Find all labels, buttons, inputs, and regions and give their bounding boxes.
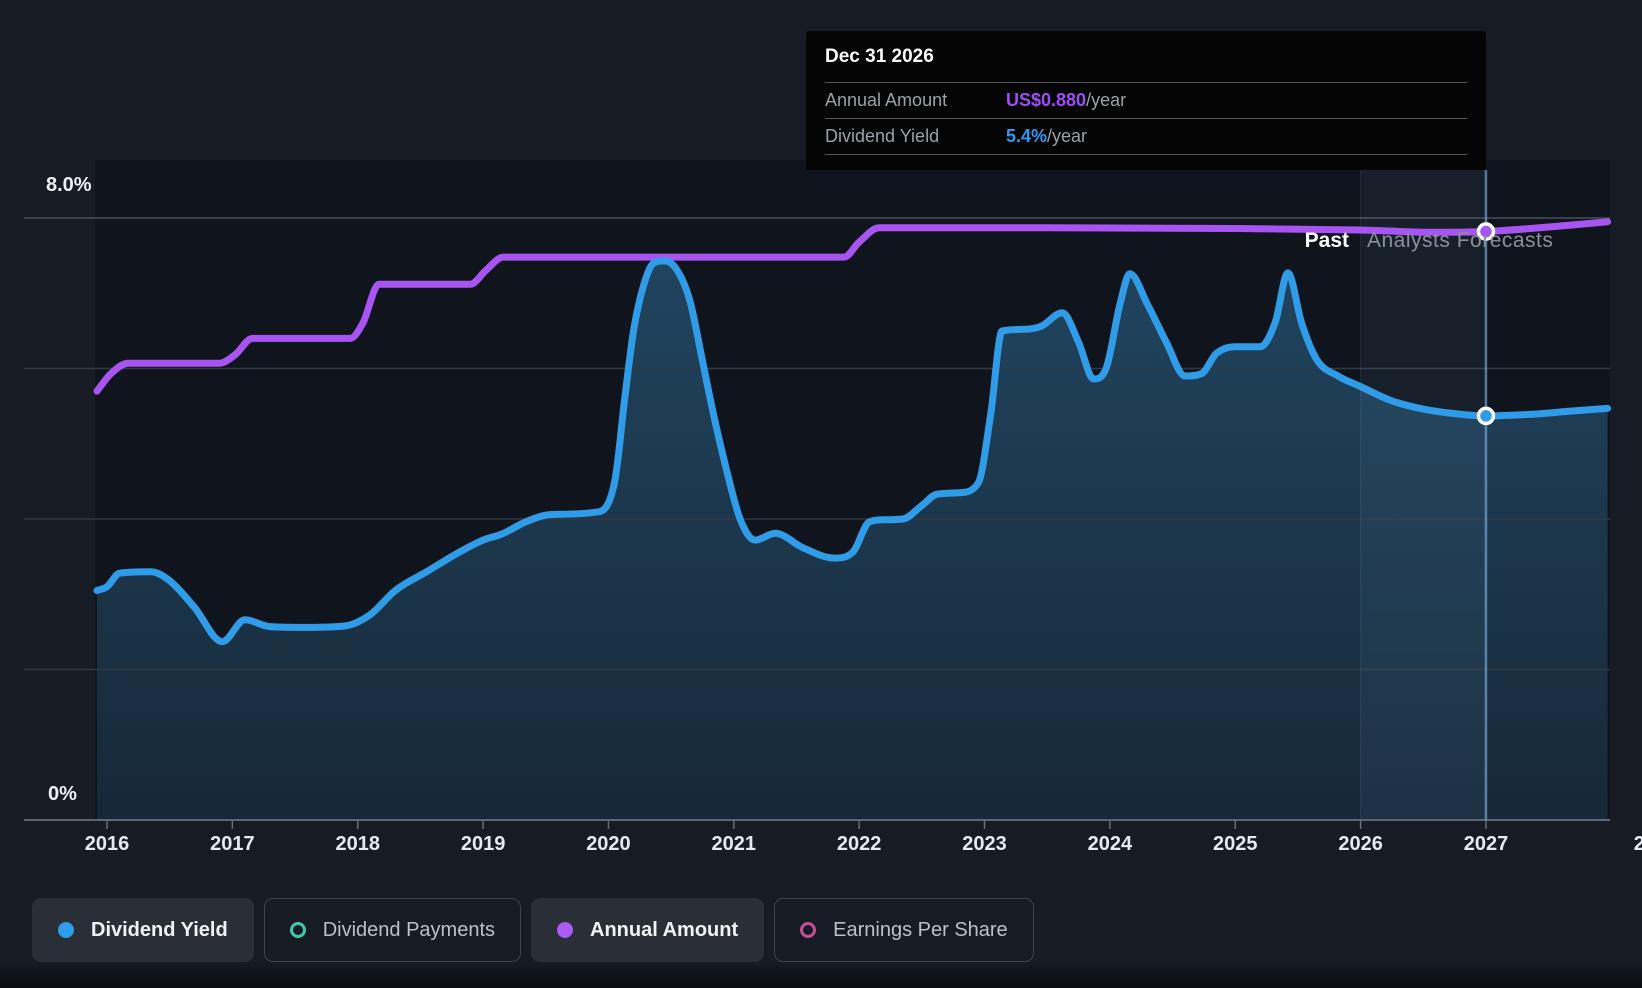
x-axis-ticks bbox=[106, 820, 1487, 829]
tooltip-value: US$0.880 bbox=[1006, 90, 1087, 110]
forecast-highlight-band bbox=[1360, 160, 1486, 820]
annual-amount-line[interactable] bbox=[93, 218, 1612, 395]
tooltip-row-annual-amount: Annual Amount US$0.880 /year bbox=[825, 82, 1467, 118]
annual-amount-marker[interactable] bbox=[1476, 222, 1496, 241]
dividend-yield-marker[interactable] bbox=[1476, 406, 1496, 426]
x-axis-year-label: 2017 bbox=[210, 833, 255, 855]
x-axis-year-label: 2027 bbox=[1464, 833, 1509, 855]
dividend-yield-area bbox=[97, 260, 1608, 820]
annual-amount-dot-icon bbox=[557, 922, 574, 938]
tooltip-date-title: Dec 31 2026 bbox=[825, 45, 934, 67]
legend-button-dividend-yield[interactable]: Dividend Yield bbox=[32, 898, 254, 962]
legend-label: Dividend Yield bbox=[91, 918, 228, 941]
tooltip-row-dividend-yield: Dividend Yield 5.4% /year bbox=[825, 118, 1467, 155]
tooltip-value-suffix: /year bbox=[1086, 90, 1127, 110]
x-axis-year-label: 2020 bbox=[586, 833, 631, 855]
tooltip-value-suffix: /year bbox=[1047, 126, 1088, 146]
past-region-label: Past bbox=[1304, 229, 1349, 252]
tooltip-value: 5.4% bbox=[1006, 126, 1048, 146]
legend-label: Dividend Payments bbox=[322, 918, 496, 941]
dividend-yield-line[interactable] bbox=[93, 257, 1612, 646]
dividend-payments-ring-icon bbox=[289, 922, 306, 938]
x-axis-year-label: 2022 bbox=[837, 833, 882, 855]
x-axis-year-label: 2018 bbox=[335, 833, 380, 855]
x-axis-year-label: 2016 bbox=[85, 833, 130, 855]
y-axis-label-bottom: 0% bbox=[48, 783, 77, 805]
legend-label: Earnings Per Share bbox=[833, 918, 1008, 941]
earnings-per-share-ring-icon bbox=[800, 922, 817, 938]
chart-tooltip: Dec 31 2026 Annual Amount US$0.880 /year… bbox=[806, 31, 1486, 170]
analysts-forecasts-region-label: Analysts Forecasts bbox=[1367, 229, 1554, 252]
legend-button-dividend-payments[interactable]: Dividend Payments bbox=[263, 898, 522, 962]
x-axis-year-label: 2023 bbox=[962, 833, 1007, 855]
legend-button-earnings-per-share[interactable]: Earnings Per Share bbox=[774, 898, 1034, 962]
y-axis-label-top: 8.0% bbox=[46, 174, 92, 196]
x-axis-year-label: 2026 bbox=[1338, 833, 1383, 855]
dividend-yield-dot-icon bbox=[58, 922, 74, 938]
x-axis-year-label-partial: 2028 bbox=[1634, 833, 1642, 855]
tooltip-label: Annual Amount bbox=[825, 90, 948, 110]
bottom-fade-decoration bbox=[0, 962, 1642, 988]
legend-button-annual-amount[interactable]: Annual Amount bbox=[531, 898, 765, 962]
tooltip-label: Dividend Yield bbox=[825, 126, 940, 146]
x-axis-year-label: 2024 bbox=[1088, 833, 1133, 855]
x-axis-year-label: 2025 bbox=[1213, 833, 1258, 855]
gridlines bbox=[24, 217, 1610, 671]
chart-legend: Dividend Yield Dividend Payments Annual … bbox=[32, 898, 1034, 962]
x-axis-year-label: 2021 bbox=[712, 833, 757, 855]
x-axis-year-label: 2019 bbox=[461, 833, 506, 855]
legend-label: Annual Amount bbox=[590, 918, 739, 941]
x-axis-labels: 2016 2017 2018 2019 2020 2021 2022 2023 2024 2025… bbox=[85, 833, 1642, 855]
